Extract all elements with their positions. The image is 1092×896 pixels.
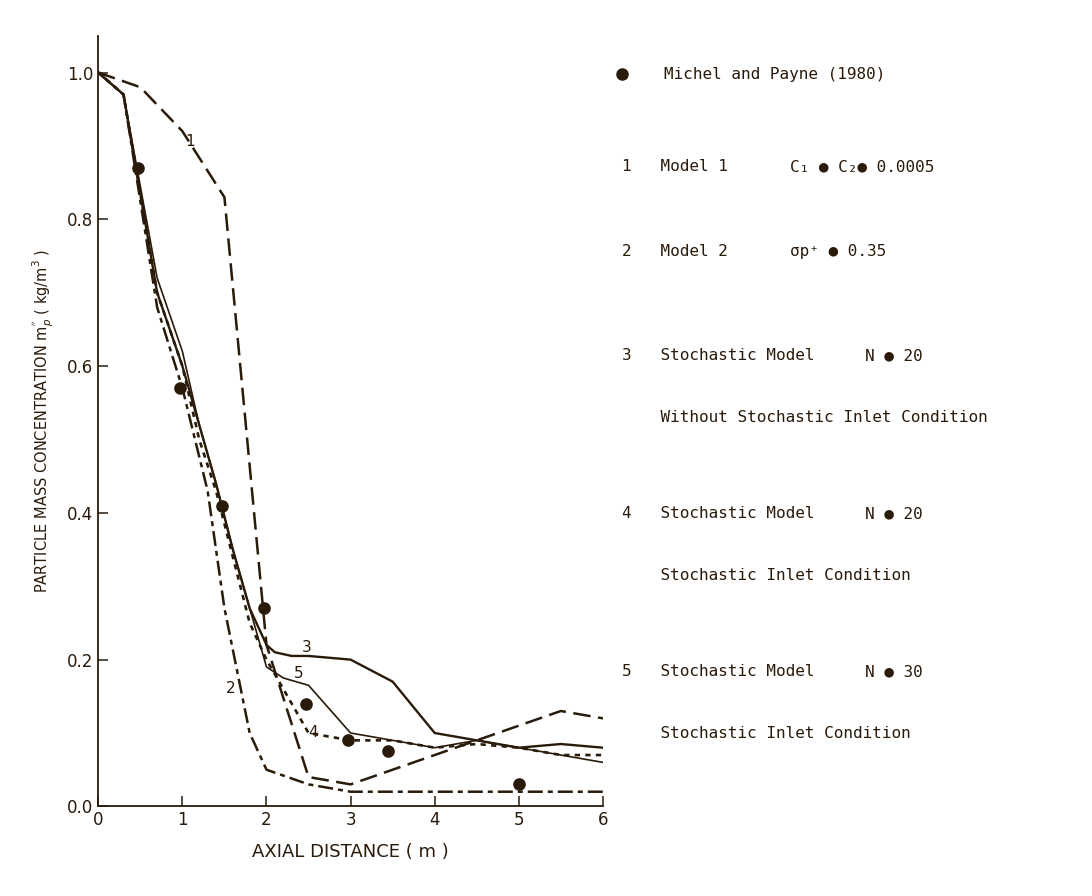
Text: N ● 20: N ● 20 bbox=[865, 349, 923, 363]
Y-axis label: PARTICLE MASS CONCENTRATION m$_p^{''}$ ( kg/m$^3$ ): PARTICLE MASS CONCENTRATION m$_p^{''}$ (… bbox=[31, 249, 56, 593]
Point bbox=[340, 733, 357, 747]
Text: 3: 3 bbox=[301, 641, 311, 655]
Text: 5: 5 bbox=[294, 666, 302, 681]
Text: Michel and Payne (1980): Michel and Payne (1980) bbox=[664, 67, 885, 82]
Point bbox=[129, 160, 146, 175]
Text: σp⁺ ● 0.35: σp⁺ ● 0.35 bbox=[790, 244, 886, 259]
Text: 2: 2 bbox=[226, 681, 236, 695]
Text: Stochastic Inlet Condition: Stochastic Inlet Condition bbox=[621, 568, 911, 582]
Text: 4: 4 bbox=[309, 725, 318, 740]
Text: Without Stochastic Inlet Condition: Without Stochastic Inlet Condition bbox=[621, 409, 987, 425]
Text: N ● 30: N ● 30 bbox=[865, 664, 923, 679]
Text: 5   Stochastic Model: 5 Stochastic Model bbox=[621, 664, 815, 679]
Text: 2   Model 2: 2 Model 2 bbox=[621, 244, 727, 259]
Point bbox=[380, 745, 397, 759]
Point bbox=[213, 498, 230, 513]
Point bbox=[297, 696, 314, 711]
Text: 3   Stochastic Model: 3 Stochastic Model bbox=[621, 349, 815, 363]
X-axis label: AXIAL DISTANCE ( m ): AXIAL DISTANCE ( m ) bbox=[252, 843, 449, 861]
Text: C₁ ● C₂● 0.0005: C₁ ● C₂● 0.0005 bbox=[790, 159, 934, 175]
Text: 1   Model 1: 1 Model 1 bbox=[621, 159, 727, 175]
Point bbox=[256, 601, 273, 616]
Text: 4   Stochastic Model: 4 Stochastic Model bbox=[621, 506, 815, 521]
Text: N ● 20: N ● 20 bbox=[865, 506, 923, 521]
Point bbox=[171, 381, 189, 395]
Text: Stochastic Inlet Condition: Stochastic Inlet Condition bbox=[621, 726, 911, 741]
Text: 1: 1 bbox=[185, 134, 194, 149]
Point bbox=[510, 777, 527, 791]
